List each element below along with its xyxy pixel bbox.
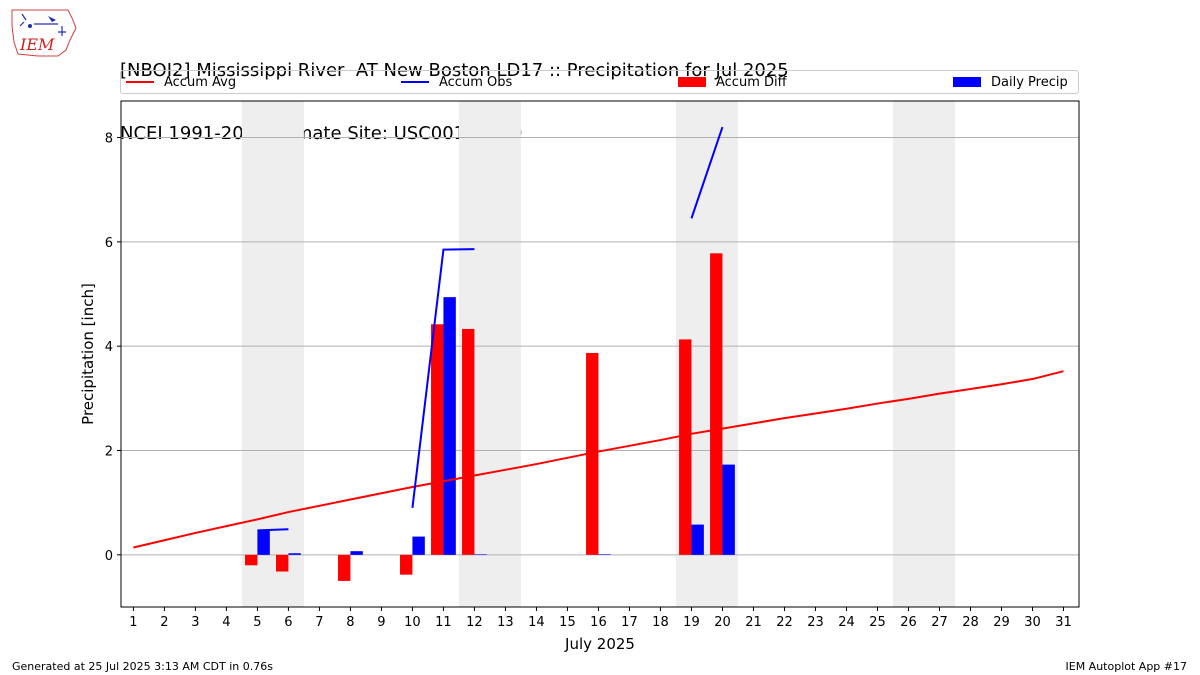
legend-swatch-accum-obs: [401, 81, 429, 83]
y-tick-label: 6: [105, 236, 113, 251]
accum-obs-line: [690, 126, 724, 219]
x-tick-label: 9: [377, 615, 385, 630]
daily-precip-bar: [722, 464, 735, 555]
weekend-band: [892, 101, 955, 607]
legend-item-accum-diff: Accum Diff: [678, 71, 787, 93]
daily-precip-bar: [412, 536, 425, 555]
x-tick-label: 31: [1055, 615, 1072, 630]
x-tick-label: 14: [528, 615, 545, 630]
x-tick-label: 11: [435, 615, 452, 630]
x-tick-label: 24: [838, 615, 855, 630]
legend-label-accum-obs: Accum Obs: [439, 74, 513, 90]
x-tick-label: 6: [284, 615, 292, 630]
x-tick-label: 25: [869, 615, 886, 630]
y-tick-label: 4: [105, 340, 113, 355]
series-lines: [133, 126, 1064, 549]
x-tick-label: 15: [559, 615, 576, 630]
accum-diff-bar: [276, 554, 289, 572]
x-tick-label: 12: [466, 615, 483, 630]
legend-label-accum-avg: Accum Avg: [164, 74, 237, 90]
accum-diff-bar: [462, 328, 475, 555]
y-tick-label: 0: [105, 549, 113, 564]
daily-precip-bar: [598, 554, 611, 555]
x-tick-label: 21: [745, 615, 762, 630]
accum-diff-bar: [586, 352, 599, 555]
accum-diff-bar: [338, 554, 351, 581]
x-tick-label: 29: [993, 615, 1010, 630]
x-tick-label: 3: [191, 615, 199, 630]
x-tick-label: 7: [315, 615, 323, 630]
chart-legend: Accum Avg Accum Obs Accum Diff Daily Pre…: [120, 70, 1079, 94]
legend-label-daily-precip: Daily Precip: [991, 74, 1068, 90]
app-label: IEM Autoplot App #17: [1065, 660, 1188, 673]
x-tick-label: 30: [1024, 615, 1041, 630]
y-axis-label: Precipitation [inch]: [79, 283, 97, 425]
y-tick-label: 8: [105, 132, 113, 147]
daily-precip-bar: [691, 524, 704, 555]
x-tick-label: 4: [222, 615, 230, 630]
x-tick-label: 2: [160, 615, 168, 630]
legend-item-accum-avg: Accum Avg: [126, 71, 236, 93]
x-tick-label: 28: [962, 615, 979, 630]
x-tick-label: 27: [931, 615, 948, 630]
x-tick-label: 5: [253, 615, 261, 630]
legend-item-accum-obs: Accum Obs: [401, 71, 512, 93]
legend-swatch-accum-avg: [126, 81, 154, 83]
weekend-band: [241, 101, 304, 607]
daily-precip-bar: [443, 297, 456, 555]
legend-swatch-daily-precip: [953, 77, 981, 87]
y-tick-label: 2: [105, 445, 113, 460]
x-tick-label: 22: [776, 615, 793, 630]
bars: [245, 253, 735, 581]
daily-precip-bar: [288, 553, 301, 555]
accum-diff-bar: [431, 324, 444, 555]
accum-diff-bar: [710, 253, 723, 555]
plot-frame: [120, 100, 1080, 608]
accum-obs-line: [257, 528, 289, 532]
x-tick-label: 1: [129, 615, 137, 630]
x-tick-label: 17: [621, 615, 638, 630]
x-tick-label: 18: [652, 615, 669, 630]
x-tick-label: 8: [346, 615, 354, 630]
accum-avg-line: [133, 370, 1064, 549]
accum-diff-bar: [679, 339, 692, 555]
daily-precip-bar: [257, 530, 270, 555]
x-tick-label: 10: [404, 615, 421, 630]
x-tick-label: 16: [590, 615, 607, 630]
generated-timestamp: Generated at 25 Jul 2025 3:13 AM CDT in …: [12, 660, 273, 673]
x-tick-label: 23: [807, 615, 824, 630]
accum-diff-bar: [245, 554, 258, 566]
accum-obs-line: [411, 248, 475, 509]
legend-item-daily-precip: Daily Precip: [953, 71, 1068, 93]
x-tick-label: 26: [900, 615, 917, 630]
legend-swatch-accum-diff: [678, 77, 706, 87]
daily-precip-bar: [474, 554, 487, 555]
x-axis-label: July 2025: [564, 635, 635, 653]
x-tick-label: 19: [683, 615, 700, 630]
accum-diff-bar: [400, 554, 413, 575]
x-tick-label: 13: [497, 615, 514, 630]
logo-text: IEM: [19, 35, 55, 54]
x-tick-label: 20: [714, 615, 731, 630]
legend-label-accum-diff: Accum Diff: [716, 74, 787, 90]
daily-precip-bar: [350, 551, 363, 555]
iem-logo: IEM: [8, 6, 80, 58]
